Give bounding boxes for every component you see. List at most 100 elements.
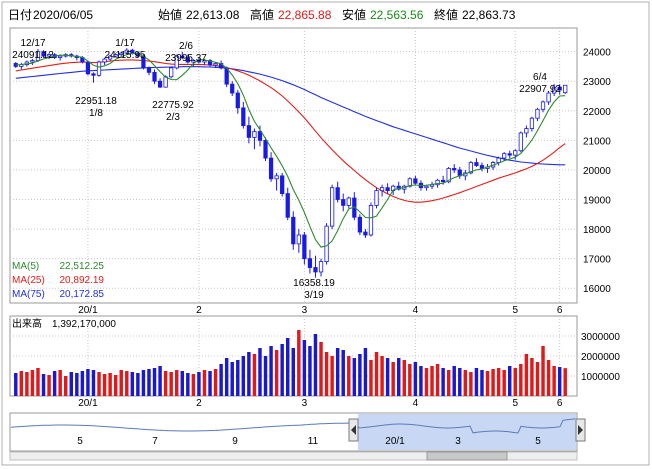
volume-bar xyxy=(408,364,412,396)
volume-bar xyxy=(491,369,495,396)
volume-bar xyxy=(363,348,368,396)
price-y-axis: 16000 17000 18000 19000 20000 21000 22000 23000… xyxy=(583,48,611,296)
candle xyxy=(102,57,107,65)
volume-bar xyxy=(469,372,473,396)
candle-body-down xyxy=(291,216,296,245)
annotation-date: 2/6 xyxy=(179,41,193,52)
open-label: 始値 xyxy=(158,7,182,22)
candle-body-down xyxy=(257,131,263,141)
scrollbar[interactable] xyxy=(9,451,578,461)
volume-bar xyxy=(413,362,418,396)
volume-bar xyxy=(247,352,251,396)
candle xyxy=(268,152,274,182)
candle xyxy=(557,84,562,95)
candle xyxy=(385,183,390,194)
volume-bar xyxy=(180,371,184,396)
annotation-value: 23995.37 xyxy=(165,53,207,64)
candle xyxy=(108,54,113,61)
price-x-tick-label: 4 xyxy=(413,305,419,316)
volume-bar xyxy=(458,368,462,396)
annotation-value: 24115.95 xyxy=(105,50,146,61)
date-value: 2020/06/05 xyxy=(33,8,93,22)
volume-bar xyxy=(424,368,429,396)
volume-x-tick-label: 20/1 xyxy=(78,398,98,409)
annotation-value: 24091.12 xyxy=(12,50,54,61)
volume-x-tick-label: 6 xyxy=(557,398,563,409)
candle-body-down xyxy=(180,55,185,58)
candle xyxy=(41,50,46,58)
volume-bar xyxy=(352,358,357,396)
low-label: 安値 xyxy=(342,7,366,22)
candle xyxy=(180,51,185,60)
volume-y-tick-label: 2000000 xyxy=(581,352,620,363)
volume-bar xyxy=(108,373,112,396)
candle xyxy=(330,184,335,230)
candle-body-up xyxy=(502,153,507,159)
candle-body-up xyxy=(546,92,551,103)
candle xyxy=(169,66,174,79)
volume-bar xyxy=(535,362,540,396)
candle-body-up xyxy=(407,178,412,187)
candle xyxy=(152,69,157,85)
scrollbar-thumb[interactable] xyxy=(426,451,508,461)
price-y-tick-label: 17000 xyxy=(583,255,611,266)
volume-bar xyxy=(52,371,57,396)
price-y-tick-label: 22000 xyxy=(583,107,611,118)
candle-body-down xyxy=(557,86,562,91)
navigator-right-handle[interactable] xyxy=(575,418,586,442)
annotation-date: 2/3 xyxy=(166,112,180,123)
volume-bar xyxy=(258,348,262,396)
annotation-value: 22951.18 xyxy=(75,96,117,107)
high-label: 高値 xyxy=(250,7,274,22)
candle xyxy=(546,91,551,105)
candle-body-up xyxy=(96,61,102,76)
candle xyxy=(535,107,540,122)
volume-bar xyxy=(324,352,329,396)
volume-bar xyxy=(41,374,46,396)
candle-body-down xyxy=(268,157,274,180)
candle xyxy=(513,149,518,160)
navigator-tick-label: 7 xyxy=(152,436,158,447)
volume-bar xyxy=(341,350,345,396)
volume-bar xyxy=(47,375,51,396)
candle-body-up xyxy=(113,54,118,57)
volume-bar xyxy=(147,369,151,396)
volume-bar xyxy=(169,372,173,396)
candle-body-up xyxy=(124,49,129,54)
price-x-tick-label: 20/1 xyxy=(78,305,98,316)
candle-body-up xyxy=(213,63,218,66)
candle xyxy=(518,131,523,153)
volume-bar xyxy=(125,371,129,396)
candle-body-up xyxy=(163,76,168,88)
volume-bar xyxy=(113,375,118,396)
volume-bar xyxy=(391,362,395,396)
volume-bar xyxy=(508,366,512,396)
volume-bar xyxy=(19,371,24,396)
candle-body-up xyxy=(374,190,379,206)
scrollbar-track[interactable] xyxy=(9,451,578,461)
candle xyxy=(357,214,362,235)
volume-bar xyxy=(36,368,40,396)
legend-ma5-value: 22,512.25 xyxy=(60,261,105,272)
volume-bar xyxy=(480,370,484,396)
navigator-selection[interactable] xyxy=(358,414,576,450)
candle-body-up xyxy=(540,101,546,110)
annotation-value: 22907.92 xyxy=(519,84,561,95)
navigator-left-handle[interactable] xyxy=(348,418,359,442)
ma25-line xyxy=(15,59,566,203)
volume-bar xyxy=(136,373,140,396)
navigator-ticks: 5 7 9 11 20/1 3 5 xyxy=(77,436,541,447)
range-navigator[interactable]: 5 7 9 11 20/1 3 5 xyxy=(9,412,586,452)
volume-bar xyxy=(485,371,490,396)
navigator-tick-label: 9 xyxy=(232,436,238,447)
candle-body-up xyxy=(296,234,301,245)
candle xyxy=(374,187,379,209)
open-value: 22,613.08 xyxy=(186,8,240,22)
candle-body-down xyxy=(363,231,368,236)
candle xyxy=(302,232,307,265)
candle-body-up xyxy=(30,60,35,63)
high-value: 22,865.88 xyxy=(278,8,332,22)
candle-body-up xyxy=(496,157,501,163)
candle xyxy=(85,60,91,76)
volume-bar xyxy=(102,374,107,396)
